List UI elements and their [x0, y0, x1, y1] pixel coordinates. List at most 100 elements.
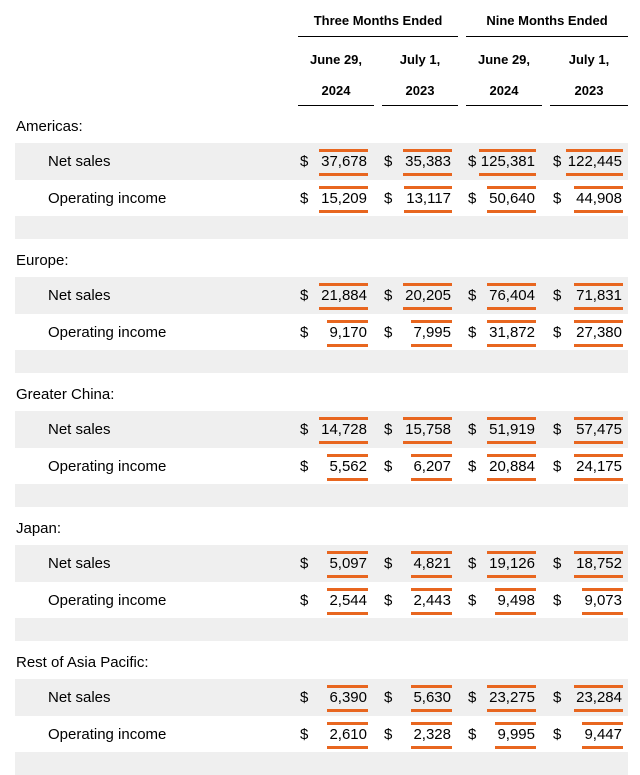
segment-title: Americas: [16, 118, 83, 135]
value-underline-mark [487, 210, 536, 213]
value-overline-mark [411, 454, 452, 457]
value-overline-mark [574, 685, 623, 688]
value-overline-mark [319, 149, 368, 152]
cell-value: 18,752 [576, 555, 622, 572]
value-overline-mark [327, 454, 368, 457]
cell-value: 24,175 [576, 458, 622, 475]
column-header-line2: 2024 [489, 83, 519, 98]
value-underline-mark [574, 307, 623, 310]
value-underline-mark [487, 441, 536, 444]
value-overline-mark [403, 283, 452, 286]
cell-value: 2,610 [329, 726, 367, 743]
value-underline-mark [411, 478, 452, 481]
cell-value: 51,919 [489, 421, 535, 438]
value-underline-mark [487, 307, 536, 310]
value-underline-mark [403, 173, 452, 176]
currency-symbol: $ [553, 458, 562, 475]
cell-value: 31,872 [489, 324, 535, 341]
row-label: Net sales [48, 287, 111, 304]
value-underline-mark [574, 210, 623, 213]
segment-title: Japan: [16, 520, 62, 537]
group-header-nine-months: Nine Months Ended [486, 13, 608, 28]
value-underline-mark [327, 344, 368, 347]
currency-symbol: $ [384, 458, 393, 475]
currency-symbol: $ [468, 458, 477, 475]
group-underline-nine-months [466, 36, 628, 37]
row-label: Net sales [48, 689, 111, 706]
currency-symbol: $ [553, 287, 562, 304]
value-overline-mark [495, 588, 536, 591]
currency-symbol: $ [553, 555, 562, 572]
column-header-line1: July 1, [399, 52, 441, 67]
spacer-shading [15, 350, 628, 373]
currency-symbol: $ [384, 726, 393, 743]
cell-value: 2,544 [329, 592, 367, 609]
currency-symbol: $ [384, 190, 393, 207]
value-overline-mark [327, 320, 368, 323]
currency-symbol: $ [468, 153, 477, 170]
row-label: Operating income [48, 190, 167, 207]
cell-value: 21,884 [321, 287, 367, 304]
currency-symbol: $ [300, 592, 309, 609]
row-label: Operating income [48, 592, 167, 609]
value-underline-mark [574, 478, 623, 481]
value-underline-mark [574, 441, 623, 444]
cell-value: 15,209 [321, 190, 367, 207]
currency-symbol: $ [468, 726, 477, 743]
cell-value: 6,207 [413, 458, 451, 475]
value-overline-mark [411, 551, 452, 554]
value-overline-mark [404, 186, 452, 189]
value-underline-mark [582, 612, 623, 615]
currency-symbol: $ [553, 592, 562, 609]
currency-symbol: $ [300, 421, 309, 438]
value-overline-mark [327, 722, 368, 725]
value-overline-mark [411, 722, 452, 725]
cell-value: 76,404 [489, 287, 535, 304]
value-underline-mark [411, 575, 452, 578]
value-underline-mark [327, 746, 368, 749]
column-underline [550, 105, 628, 106]
currency-symbol: $ [384, 689, 393, 706]
value-underline-mark [319, 210, 368, 213]
segment-title: Europe: [16, 252, 69, 269]
column-header-line2: 2024 [321, 83, 351, 98]
value-underline-mark [574, 344, 623, 347]
currency-symbol: $ [300, 458, 309, 475]
cell-value: 50,640 [489, 190, 535, 207]
currency-symbol: $ [553, 726, 562, 743]
value-underline-mark [319, 441, 368, 444]
value-overline-mark [574, 283, 623, 286]
value-overline-mark [411, 320, 452, 323]
currency-symbol: $ [384, 592, 393, 609]
value-underline-mark [495, 746, 536, 749]
cell-value: 122,445 [567, 153, 622, 170]
cell-value: 9,498 [497, 592, 535, 609]
column-header-line1: June 29, [309, 52, 363, 67]
currency-symbol: $ [384, 287, 393, 304]
cell-value: 14,728 [321, 421, 367, 438]
column-header-line2: 2023 [574, 83, 604, 98]
cell-value: 5,630 [413, 689, 451, 706]
cell-value: 20,205 [405, 287, 451, 304]
spacer-shading [15, 216, 628, 239]
currency-symbol: $ [300, 555, 309, 572]
value-overline-mark [495, 722, 536, 725]
value-overline-mark [574, 186, 623, 189]
cell-value: 4,821 [413, 555, 451, 572]
cell-value: 19,126 [489, 555, 535, 572]
value-underline-mark [582, 746, 623, 749]
cell-value: 2,328 [413, 726, 451, 743]
cell-value: 9,073 [584, 592, 622, 609]
value-overline-mark [478, 149, 536, 152]
column-underline [466, 105, 542, 106]
currency-symbol: $ [553, 324, 562, 341]
value-overline-mark [319, 283, 368, 286]
value-underline-mark [487, 709, 536, 712]
cell-value: 125,381 [480, 153, 535, 170]
row-label: Net sales [48, 555, 111, 572]
cell-value: 57,475 [576, 421, 622, 438]
value-underline-mark [487, 478, 536, 481]
row-label: Net sales [48, 421, 111, 438]
currency-symbol: $ [300, 689, 309, 706]
cell-value: 23,275 [489, 689, 535, 706]
